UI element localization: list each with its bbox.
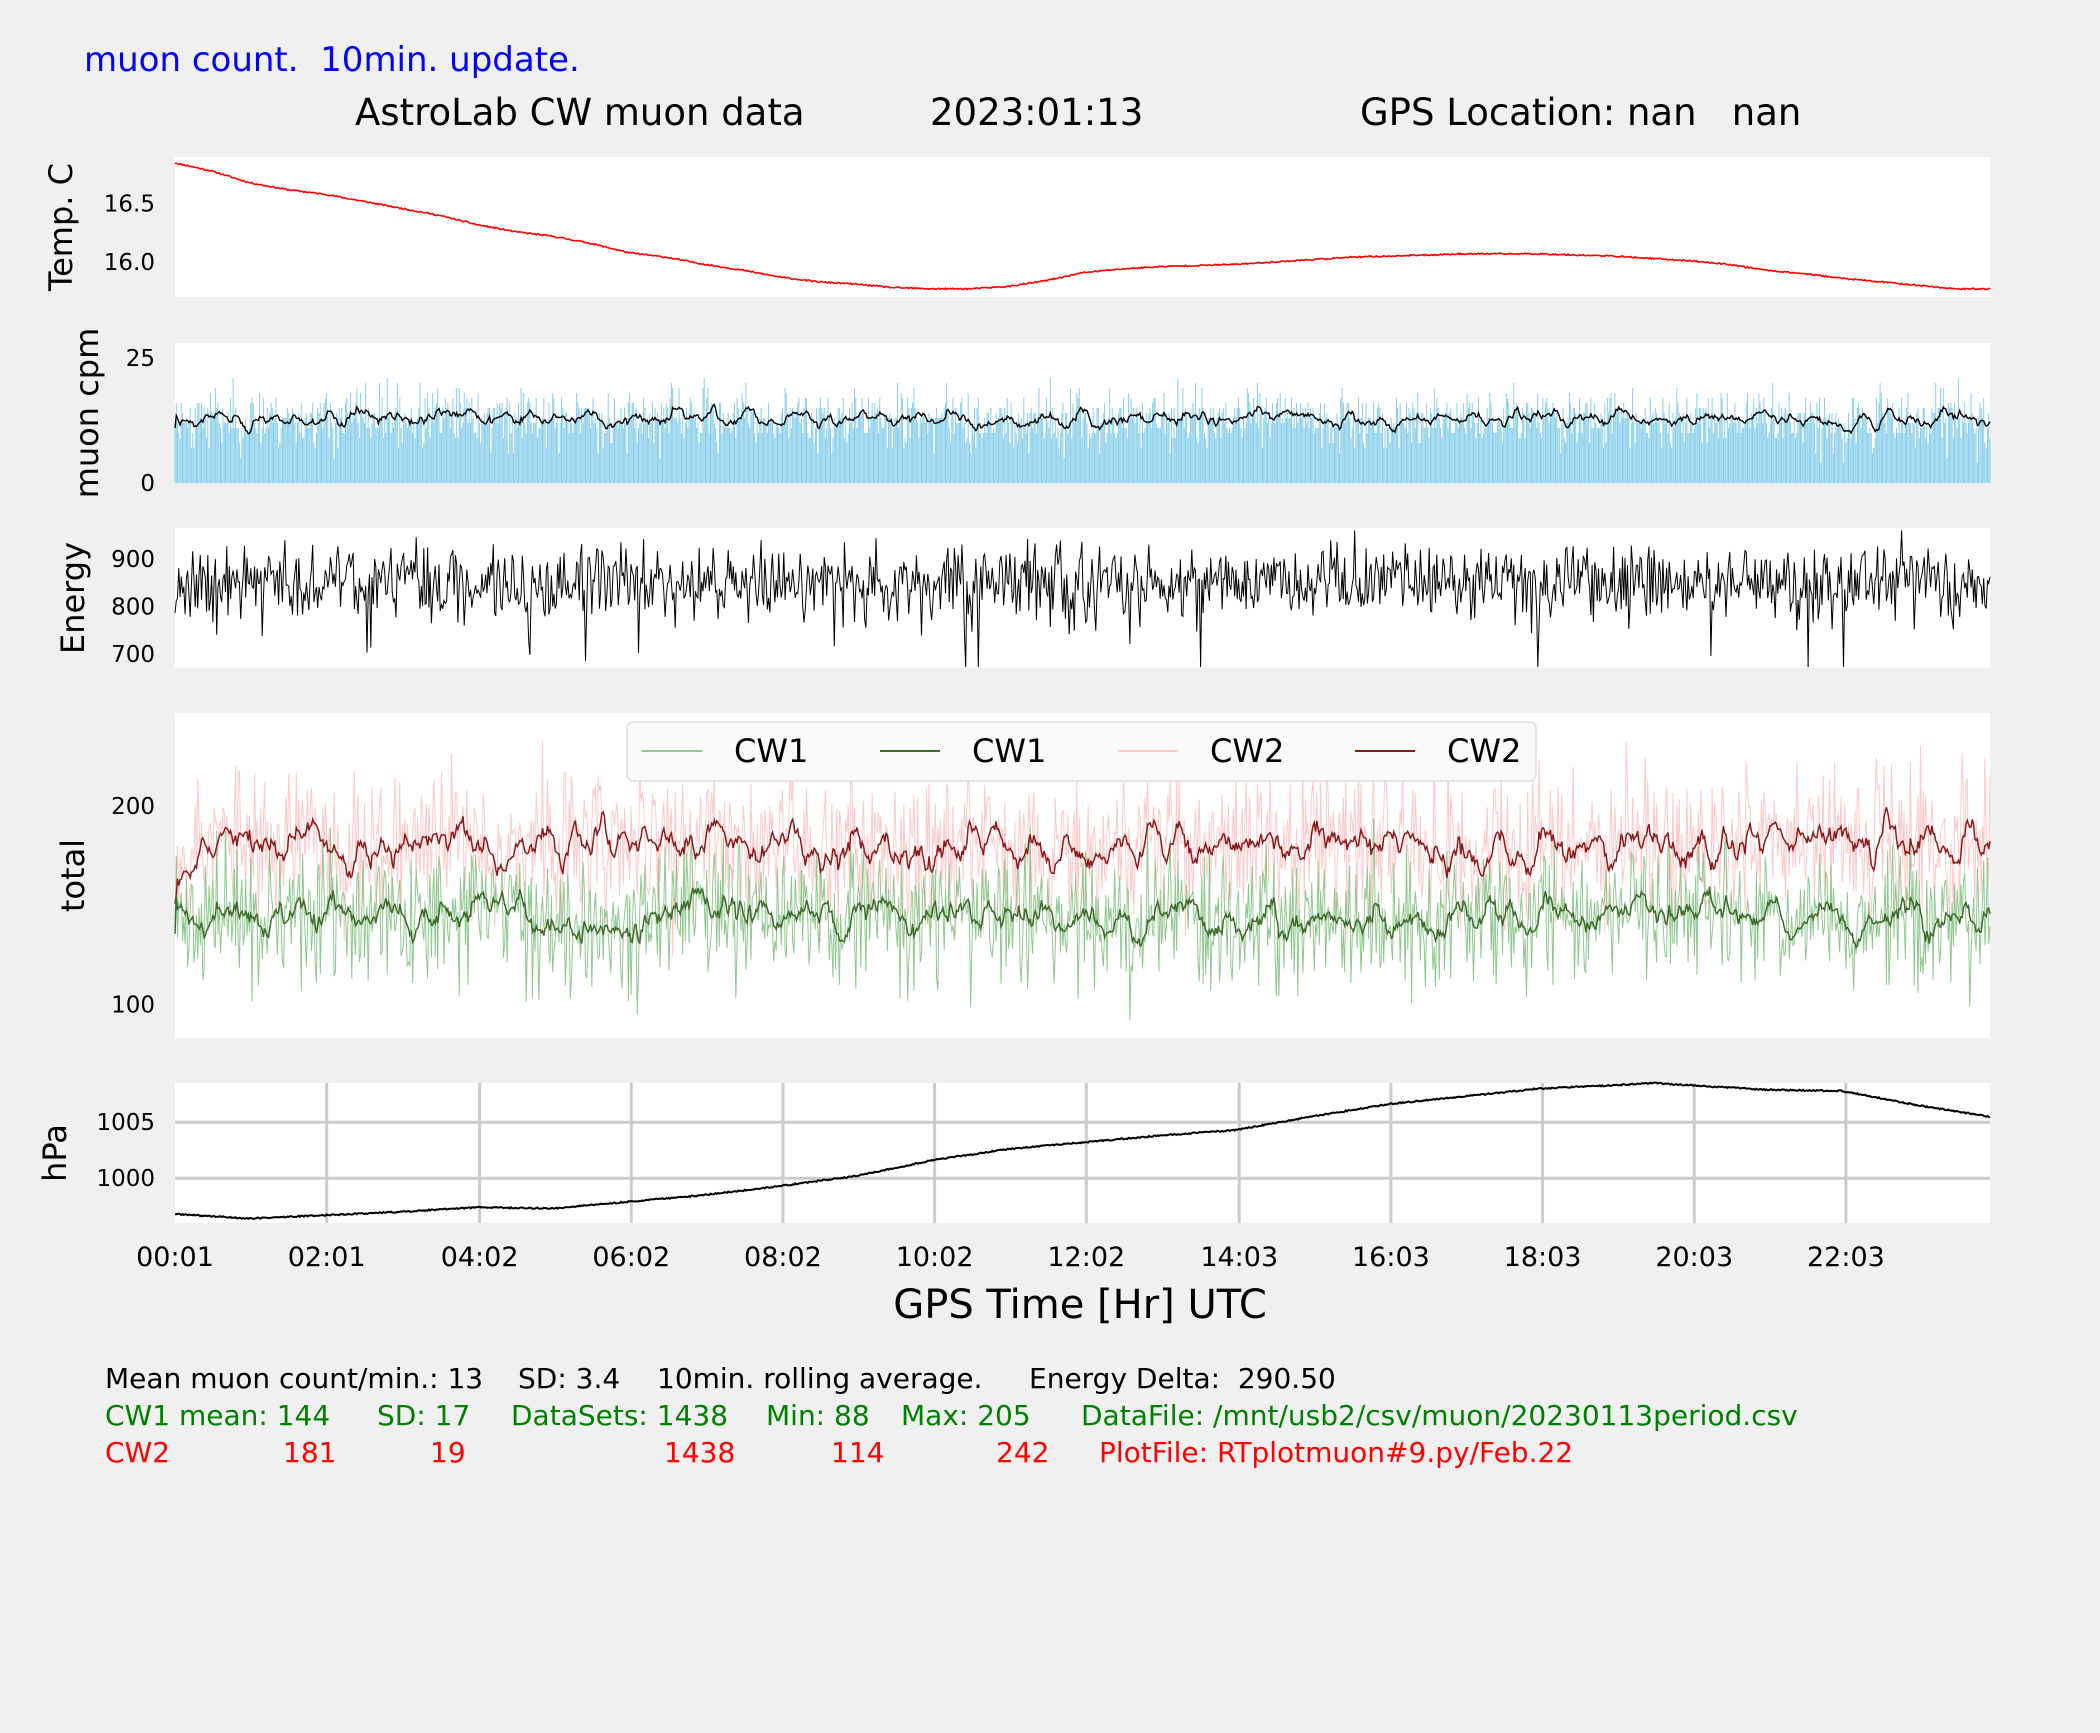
ytick-label: 1005 [96, 1110, 155, 1136]
cw2-rolling-avg-line [174, 807, 1991, 904]
panel-pressure: 1000 1005 hPa [36, 1083, 1990, 1223]
xtick-label: 16:03 [1352, 1242, 1430, 1273]
xtick-label: 06:02 [592, 1242, 670, 1273]
stat-cw2-max: 242 [996, 1436, 1050, 1469]
xtick-label: 18:03 [1504, 1242, 1582, 1273]
ylabel-total: total [54, 839, 92, 912]
stat-cw2-plotfile: PlotFile: RTplotmuon#9.py/Feb.22 [1099, 1436, 1574, 1469]
stat-energy-delta: Energy Delta: 290.50 [1029, 1362, 1336, 1395]
xtick-label: 14:03 [1200, 1242, 1278, 1273]
pressure-grid [175, 1083, 1990, 1223]
stats-cw1-line: CW1 mean: 144 SD: 17 DataSets: 1438 Min:… [105, 1399, 1798, 1663]
chart-title: AstroLab CW muon data [355, 91, 805, 134]
muon-bars [174, 378, 1991, 483]
panel-pressure-background [175, 1083, 1990, 1223]
panel-temp-background [175, 157, 1990, 297]
ytick-label: 1000 [96, 1166, 155, 1192]
xtick-label: 22:03 [1807, 1242, 1885, 1273]
chart-svg: 16.0 16.5 Temp. C 0 25 muon cpm 700 800 900 Energ… [36, 157, 1991, 1328]
figure: muon count. 10min. update. AstroLab CW m… [36, 40, 1991, 1469]
legend-label: CW2 [1447, 732, 1521, 770]
ytick-label: 0 [140, 471, 155, 497]
panel-energy: 700 800 900 Energy [54, 528, 1990, 668]
xtick-label: 00:01 [136, 1242, 214, 1273]
x-axis: 00:01 02:01 04:02 06:02 08:02 10:02 12:02 14:03… [136, 1242, 1885, 1328]
temp-series-line [174, 162, 1991, 291]
ytick-label: 900 [111, 547, 155, 573]
legend-label: CW1 [734, 732, 808, 770]
ytick-label: 100 [111, 992, 155, 1018]
xtick-label: 10:02 [896, 1242, 974, 1273]
ytick-label: 800 [111, 594, 155, 620]
muon-rolling-avg-line [174, 403, 1991, 435]
stat-cw1-max: Max: 205 [901, 1399, 1031, 1432]
xtick-label: 12:02 [1047, 1242, 1125, 1273]
stat-cw1-sd: SD: 17 [377, 1399, 471, 1432]
stat-cw2-min: 114 [831, 1436, 885, 1469]
stat-cw1-min: Min: 88 [766, 1399, 870, 1432]
xaxis-label: GPS Time [Hr] UTC [893, 1282, 1267, 1328]
panel-temp: 16.0 16.5 Temp. C [42, 157, 1990, 297]
legend-item: CW2 [1118, 732, 1284, 770]
stat-cw2-mean: 181 [283, 1436, 337, 1469]
legend-item: CW2 [1355, 732, 1521, 770]
xtick-label: 02:01 [288, 1242, 366, 1273]
cw1-rolling-avg-line [174, 886, 1991, 949]
ytick-label: 700 [111, 642, 155, 668]
xtick-label: 08:02 [744, 1242, 822, 1273]
ylabel-muon: muon cpm [68, 328, 106, 499]
ylabel-pressure: hPa [36, 1124, 74, 1182]
ylabel-temp: Temp. C [42, 163, 80, 292]
legend-item: CW1 [880, 732, 1046, 770]
xtick-label: 04:02 [441, 1242, 519, 1273]
gps-location: GPS Location: nan nan [1360, 91, 1802, 134]
energy-series-line [174, 530, 1991, 668]
stat-mean-muon: Mean muon count/min.: 13 [105, 1362, 484, 1395]
update-note: muon count. 10min. update. [84, 40, 580, 80]
stat-sd-muon: SD: 3.4 [518, 1362, 621, 1395]
panel-muon: 0 25 muon cpm [68, 328, 1990, 499]
legend-item: CW1 [642, 732, 808, 770]
ytick-label: 16.5 [104, 192, 155, 218]
stat-cw1-mean: CW1 mean: 144 [105, 1399, 331, 1432]
legend: CW1 CW1 CW2 CW2 [626, 721, 1537, 782]
stat-cw1-datasets: DataSets: 1438 [511, 1399, 729, 1432]
stat-cw2-name: CW2 [105, 1436, 171, 1469]
ytick-label: 16.0 [104, 250, 155, 276]
stat-cw1-datafile: DataFile: /mnt/usb2/csv/muon/20230113per… [1081, 1399, 1798, 1432]
legend-label: CW1 [972, 732, 1046, 770]
ylabel-energy: Energy [54, 542, 92, 654]
stats-summary-line: Mean muon count/min.: 13 SD: 3.4 10min. … [105, 1362, 1336, 1560]
chart-date: 2023:01:13 [930, 91, 1144, 134]
legend-box [626, 721, 1537, 782]
stats-cw2-line: CW2 181 19 1438 114 242 PlotFile: RTplot… [105, 1436, 1573, 1733]
stat-rolling-avg: 10min. rolling average. [657, 1362, 983, 1395]
stat-cw2-sd: 19 [430, 1436, 466, 1469]
panel-muon-background [175, 343, 1990, 483]
xtick-label: 20:03 [1655, 1242, 1733, 1273]
legend-label: CW2 [1210, 732, 1284, 770]
ytick-label: 25 [126, 346, 155, 372]
pressure-series-line [175, 1081, 1991, 1220]
ytick-label: 200 [111, 794, 155, 820]
stat-cw2-datasets: 1438 [664, 1436, 736, 1469]
